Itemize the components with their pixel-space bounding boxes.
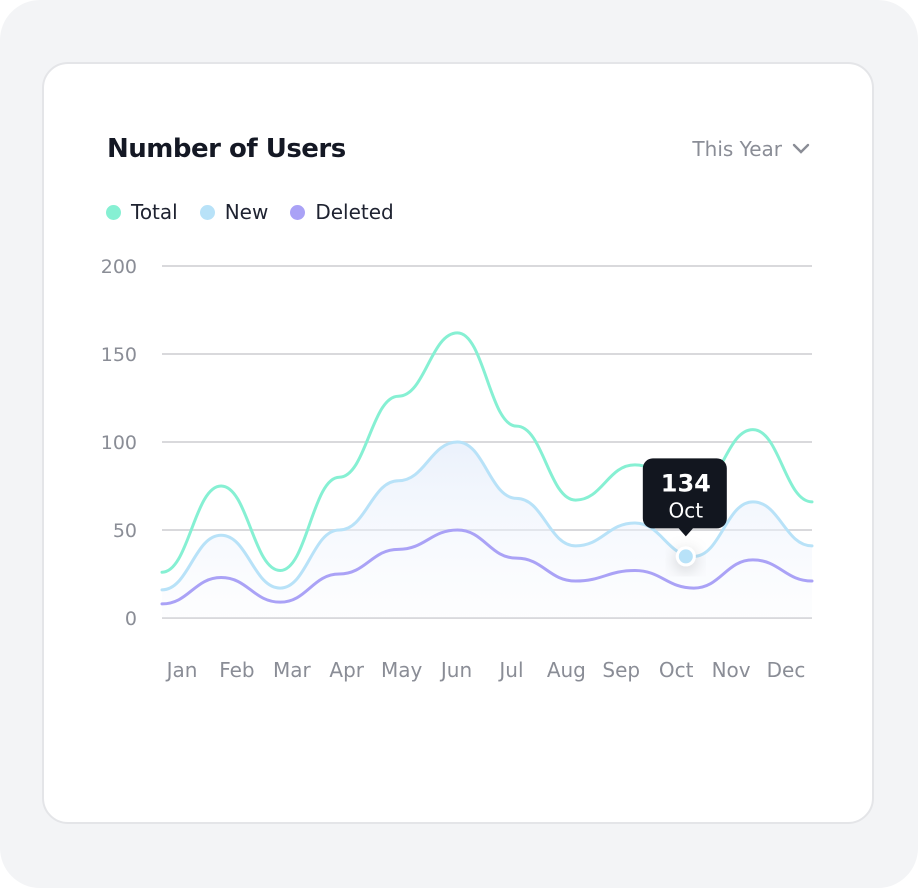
x-tick-label: Aug [547, 658, 586, 682]
tooltip-box [642, 458, 727, 529]
x-tick-label: Apr [329, 658, 364, 682]
tooltip-value: 134 [661, 469, 711, 497]
legend-dot-deleted [290, 204, 306, 220]
x-tick-label: Feb [219, 658, 254, 682]
tooltip-arrow [677, 527, 694, 537]
chart-legend: Total New Deleted [106, 200, 394, 224]
legend-item-new[interactable]: New [199, 200, 269, 224]
y-tick-label: 200 [101, 256, 137, 278]
x-tick-label: Jan [165, 658, 198, 682]
tooltip-label: Oct [669, 498, 704, 522]
series-line-deleted [160, 528, 814, 606]
x-tick-label: Mar [273, 658, 312, 682]
x-tick-label: Jul [497, 658, 523, 682]
y-tick-label: 0 [125, 608, 137, 630]
x-tick-label: Sep [602, 658, 640, 682]
x-tick-label: Oct [659, 658, 694, 682]
series-line-new [160, 440, 814, 592]
legend-item-total[interactable]: Total [106, 200, 178, 224]
legend-dot-new [199, 204, 215, 220]
x-tick-label: Jun [439, 658, 472, 682]
card-title: Number of Users [107, 134, 346, 164]
legend-item-deleted[interactable]: Deleted [290, 200, 394, 224]
x-tick-label: May [381, 658, 423, 682]
legend-label: New [224, 200, 269, 224]
range-selected: This Year [692, 137, 782, 161]
legend-dot-total [106, 204, 121, 220]
legend-label: Deleted [315, 200, 394, 224]
y-tick-label: 50 [113, 520, 137, 542]
legend-label: Total [131, 200, 178, 224]
x-tick-label: Dec [767, 658, 806, 682]
tooltip-point [678, 549, 693, 564]
chevron-down-icon [792, 143, 810, 154]
range-dropdown[interactable]: This Year [692, 137, 810, 161]
y-tick-label: 150 [101, 344, 137, 366]
x-tick-label: Nov [712, 658, 751, 682]
y-tick-label: 100 [101, 432, 137, 454]
